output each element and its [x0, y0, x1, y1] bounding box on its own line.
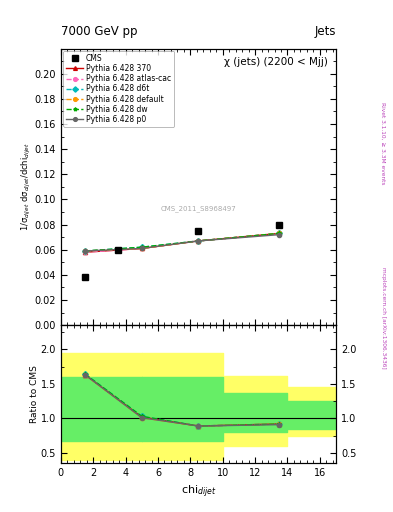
Pythia 6.428 p0 [140, 245, 144, 251]
Y-axis label: Ratio to CMS: Ratio to CMS [30, 365, 39, 423]
CMS [196, 228, 201, 234]
Pythia 6.428 d6t [140, 244, 144, 250]
Pythia 6.428 370 [140, 245, 144, 251]
Line: Pythia 6.428 dw: Pythia 6.428 dw [83, 231, 281, 253]
Pythia 6.428 default [83, 248, 88, 254]
CMS [277, 222, 282, 228]
Line: CMS: CMS [82, 221, 283, 281]
Pythia 6.428 atlas-cac [83, 249, 88, 255]
Line: Pythia 6.428 default: Pythia 6.428 default [83, 231, 281, 253]
Line: Pythia 6.428 d6t: Pythia 6.428 d6t [83, 231, 281, 253]
Pythia 6.428 370 [196, 238, 201, 244]
Pythia 6.428 atlas-cac [277, 230, 282, 237]
Text: mcplots.cern.ch [arXiv:1306.3436]: mcplots.cern.ch [arXiv:1306.3436] [381, 267, 386, 368]
Pythia 6.428 dw [83, 248, 88, 254]
Pythia 6.428 dw [140, 244, 144, 250]
Y-axis label: 1/σ$_{dijet}$ dσ$_{dijet}$/dchi$_{dijet}$: 1/σ$_{dijet}$ dσ$_{dijet}$/dchi$_{dijet}… [20, 142, 33, 231]
Text: 7000 GeV pp: 7000 GeV pp [61, 26, 138, 38]
CMS [83, 274, 88, 281]
Line: Pythia 6.428 370: Pythia 6.428 370 [83, 231, 281, 254]
Pythia 6.428 370 [83, 249, 88, 255]
Pythia 6.428 p0 [83, 248, 88, 254]
Pythia 6.428 atlas-cac [196, 238, 201, 244]
Pythia 6.428 p0 [196, 238, 201, 244]
Pythia 6.428 dw [277, 230, 282, 237]
Pythia 6.428 370 [277, 230, 282, 237]
Pythia 6.428 default [277, 230, 282, 237]
Pythia 6.428 dw [196, 238, 201, 244]
X-axis label: chi$_{dijet}$: chi$_{dijet}$ [181, 484, 216, 500]
Pythia 6.428 d6t [277, 230, 282, 237]
Text: Rivet 3.1.10, ≥ 3.3M events: Rivet 3.1.10, ≥ 3.3M events [381, 102, 386, 185]
Line: Pythia 6.428 p0: Pythia 6.428 p0 [83, 232, 281, 253]
Pythia 6.428 default [196, 238, 201, 244]
Text: χ (jets) (2200 < Mjj): χ (jets) (2200 < Mjj) [224, 57, 328, 67]
Pythia 6.428 p0 [277, 231, 282, 238]
Text: CMS_2011_S8968497: CMS_2011_S8968497 [161, 206, 236, 212]
Pythia 6.428 atlas-cac [140, 245, 144, 251]
Text: Jets: Jets [314, 26, 336, 38]
CMS [115, 247, 120, 253]
Legend: CMS, Pythia 6.428 370, Pythia 6.428 atlas-cac, Pythia 6.428 d6t, Pythia 6.428 de: CMS, Pythia 6.428 370, Pythia 6.428 atla… [63, 51, 174, 127]
Pythia 6.428 default [140, 245, 144, 251]
Pythia 6.428 d6t [196, 238, 201, 244]
Pythia 6.428 d6t [83, 248, 88, 254]
Line: Pythia 6.428 atlas-cac: Pythia 6.428 atlas-cac [83, 231, 281, 254]
